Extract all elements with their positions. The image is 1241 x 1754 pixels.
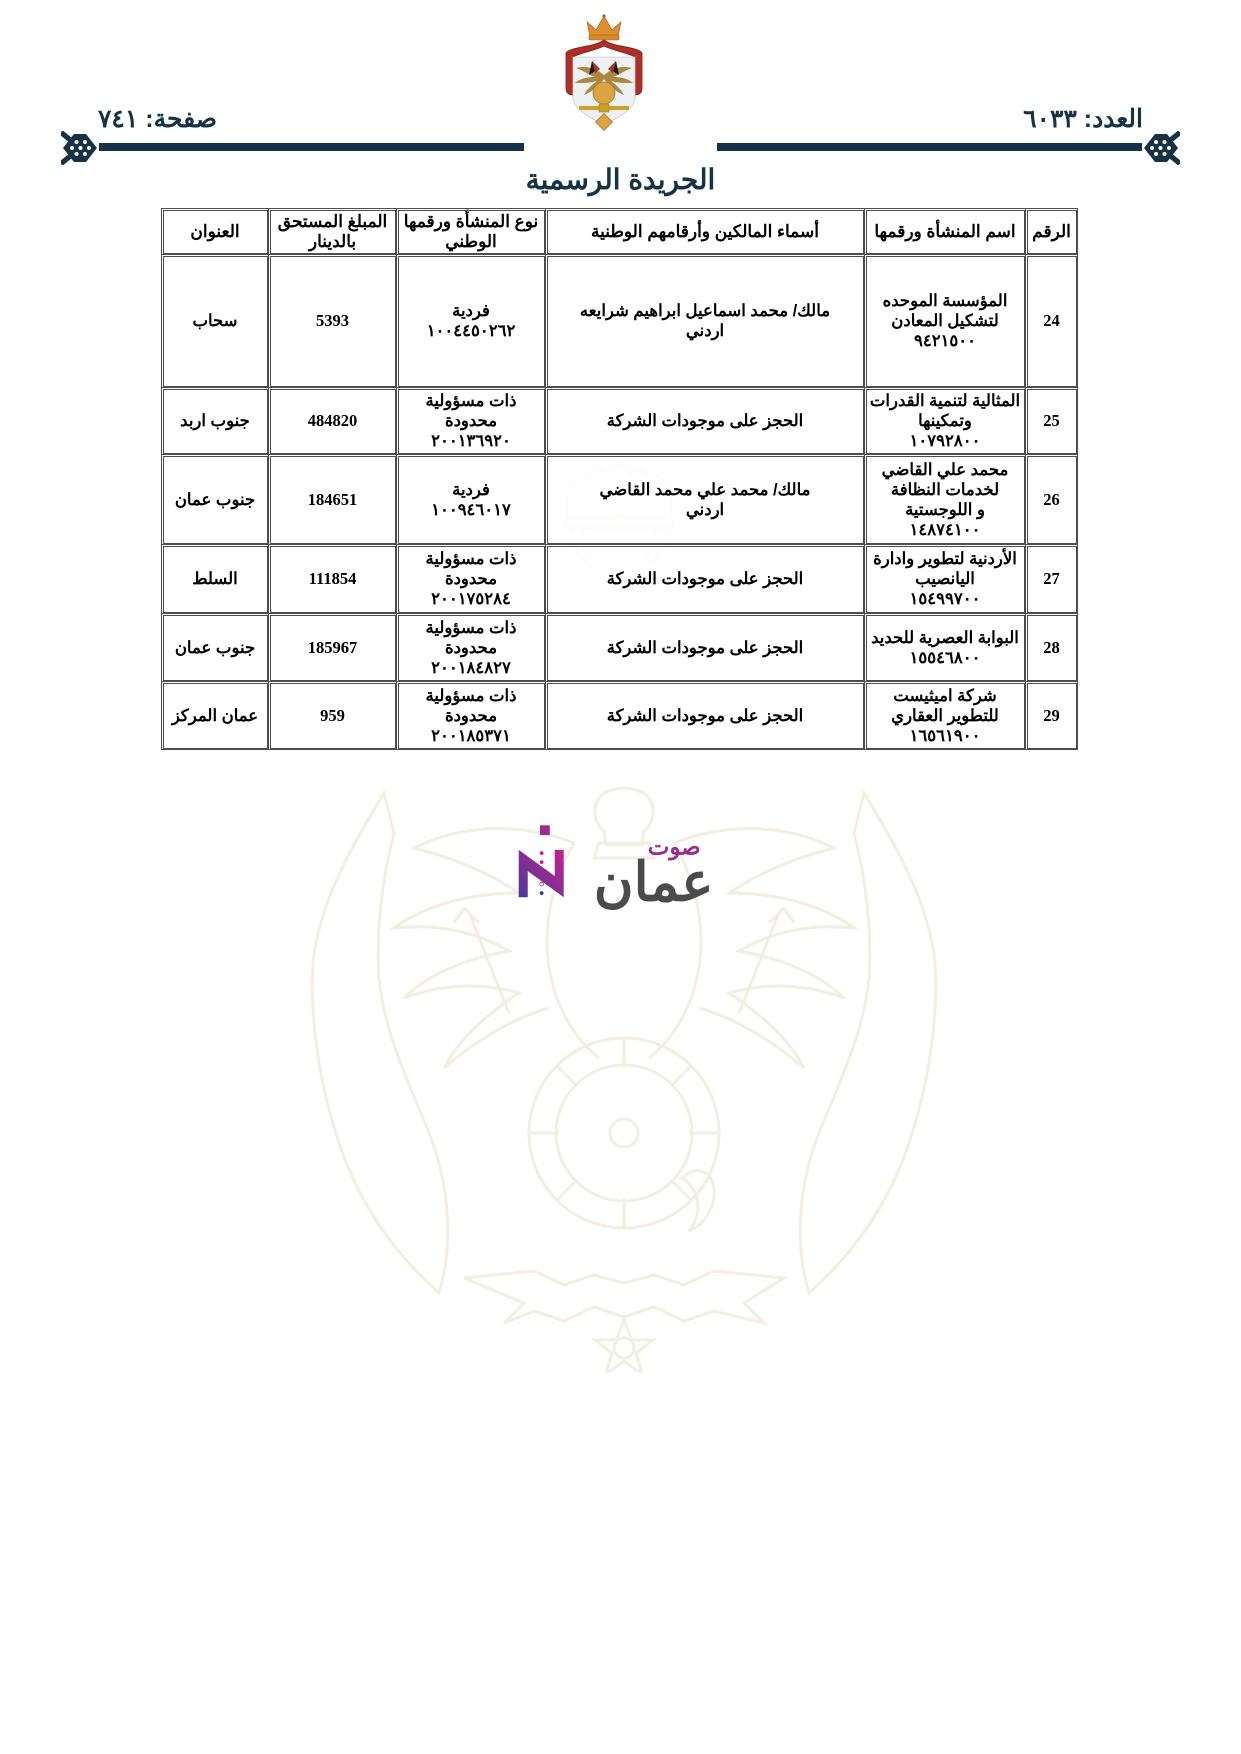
svg-text:عمان: عمان <box>593 853 713 912</box>
svg-text:صوت: صوت <box>647 834 700 862</box>
